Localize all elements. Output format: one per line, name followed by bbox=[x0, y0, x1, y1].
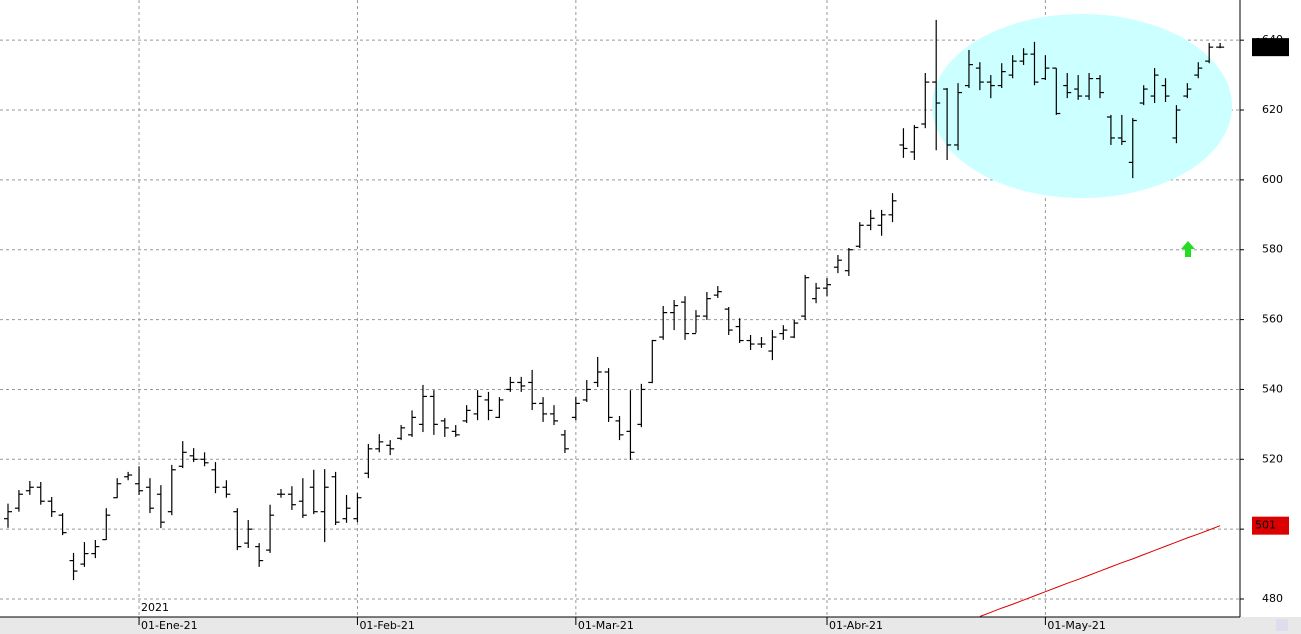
highlight-ellipse bbox=[932, 14, 1232, 198]
x-tick-label: 01-Ene-21 bbox=[141, 619, 198, 632]
grid bbox=[0, 0, 1240, 617]
y-tick-label: 480 bbox=[1262, 592, 1283, 605]
ma-line bbox=[979, 525, 1221, 617]
ma-last-label: 501 bbox=[1255, 519, 1276, 532]
ma-last-box bbox=[1252, 516, 1289, 535]
y-tick-label: 580 bbox=[1262, 243, 1283, 256]
bars bbox=[4, 19, 1225, 617]
x-axis-band bbox=[0, 617, 1301, 634]
axes: 48050052054056058060062064001-Ene-2101-F… bbox=[138, 33, 1289, 632]
corner-icon bbox=[1276, 619, 1288, 631]
x-tick-label: 01-Mar-21 bbox=[578, 619, 634, 632]
up-arrow bbox=[1181, 241, 1195, 257]
last-price-box bbox=[1252, 38, 1289, 57]
y-tick-label: 600 bbox=[1262, 173, 1283, 186]
y-tick-label: 540 bbox=[1262, 382, 1283, 395]
last-price-label: 638 bbox=[1254, 36, 1275, 49]
y-tick-label: 620 bbox=[1262, 103, 1283, 116]
y-tick-label: 520 bbox=[1262, 452, 1283, 465]
y-tick-label: 560 bbox=[1262, 313, 1283, 326]
x-tick-label: 01-Abr-21 bbox=[829, 619, 883, 632]
year-label: 2021 bbox=[141, 601, 169, 614]
x-tick-label: 01-May-21 bbox=[1047, 619, 1105, 632]
x-tick-label: 01-Feb-21 bbox=[359, 619, 414, 632]
